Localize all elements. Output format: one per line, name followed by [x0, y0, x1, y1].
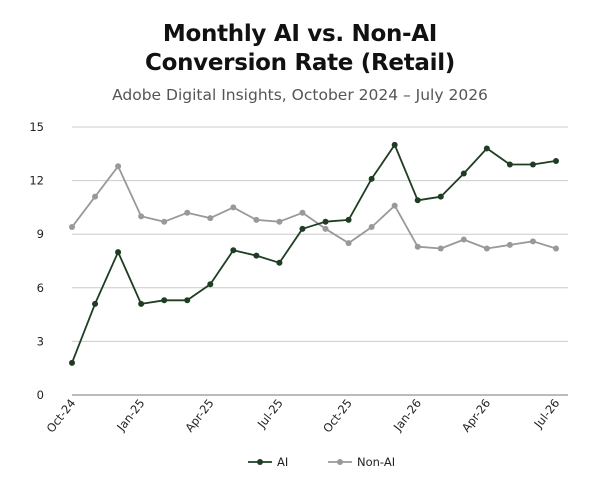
- series-non-ai: [69, 163, 559, 252]
- point-non-ai-Oct-24: [69, 224, 75, 231]
- legend-label-ai: AI: [277, 455, 288, 469]
- legend-swatch-marker-non-ai: [337, 459, 343, 465]
- point-non-ai-Dec-24: [115, 163, 122, 170]
- point-non-ai-Sep-25: [322, 225, 329, 232]
- y-tick-label-15: 15: [29, 120, 44, 134]
- chart-title-line-1: Monthly AI vs. Non-AI: [162, 21, 438, 47]
- chart-title: Monthly AI vs. Non-AI Conversion Rate (R…: [0, 20, 600, 78]
- x-tick-label-Oct-25: Oct-25: [320, 396, 355, 435]
- point-ai-May-26: [506, 161, 513, 168]
- point-non-ai-Aug-25: [299, 209, 306, 216]
- point-non-ai-Jun-26: [529, 238, 536, 245]
- chart-title-line-2: Conversion Rate (Retail): [145, 50, 455, 76]
- x-tick-label-Apr-25: Apr-25: [182, 396, 216, 435]
- point-non-ai-Apr-25: [207, 215, 214, 222]
- point-non-ai-Mar-26: [460, 236, 467, 243]
- chart-subtitle: Adobe Digital Insights, October 2024 – J…: [112, 86, 488, 104]
- x-tick-label-Oct-24: Oct-24: [44, 396, 79, 435]
- point-non-ai-Jul-26: [553, 245, 559, 252]
- x-tick-label-Jul-26: Jul-26: [531, 396, 563, 431]
- point-non-ai-May-25: [230, 204, 237, 211]
- point-non-ai-Jan-26: [414, 243, 421, 250]
- point-ai-Jun-26: [529, 161, 536, 168]
- legend-swatch-marker-ai: [257, 459, 263, 465]
- series-line-ai: [71, 143, 557, 364]
- point-non-ai-Feb-26: [437, 245, 444, 252]
- point-ai-Dec-25: [391, 141, 398, 148]
- point-ai-Mar-26: [460, 170, 467, 177]
- point-ai-Mar-25: [184, 297, 191, 304]
- point-ai-Oct-25: [345, 216, 352, 223]
- point-ai-Apr-26: [483, 145, 490, 152]
- point-non-ai-May-26: [506, 241, 513, 248]
- series-group: [69, 141, 559, 366]
- point-ai-Jul-26: [553, 157, 559, 164]
- y-tick-label-3: 3: [37, 334, 44, 348]
- gridlines: [72, 126, 568, 396]
- y-tick-label-6: 6: [37, 281, 44, 295]
- point-non-ai-Jun-25: [253, 216, 260, 223]
- point-ai-May-25: [230, 247, 237, 254]
- y-axis-ticks: 0 3 6 9 12 15: [29, 120, 44, 402]
- point-ai-Nov-25: [368, 175, 375, 182]
- point-ai-Feb-25: [161, 297, 168, 304]
- x-axis-ticks: Oct-24 Jan-25 Apr-25 Jul-25 Oct-25 Jan-26 Apr-…: [44, 396, 563, 435]
- x-tick-label-Apr-26: Apr-26: [459, 396, 493, 435]
- point-ai-Dec-24: [115, 249, 122, 256]
- point-non-ai-Nov-25: [368, 224, 375, 231]
- point-non-ai-Mar-25: [184, 209, 191, 216]
- legend-item-non-ai: Non-AI: [328, 455, 395, 469]
- legend-label-non-ai: Non-AI: [357, 455, 395, 469]
- point-non-ai-Jul-25: [276, 218, 283, 225]
- y-tick-label-12: 12: [29, 174, 44, 188]
- point-non-ai-Oct-25: [345, 240, 352, 247]
- point-ai-Sep-25: [322, 218, 329, 225]
- point-non-ai-Jan-25: [138, 213, 145, 220]
- x-tick-label-Jul-25: Jul-25: [254, 396, 286, 431]
- series-ai: [69, 141, 559, 366]
- series-line-non-ai: [71, 165, 557, 250]
- point-ai-Nov-24: [92, 300, 99, 307]
- x-tick-label-Jan-26: Jan-26: [390, 396, 424, 434]
- legend: AI Non-AI: [248, 455, 395, 469]
- point-non-ai-Feb-25: [161, 218, 168, 225]
- point-non-ai-Dec-25: [391, 202, 398, 209]
- point-ai-Aug-25: [299, 225, 306, 232]
- x-tick-label-Jan-25: Jan-25: [113, 396, 147, 434]
- point-ai-Jul-25: [276, 259, 283, 266]
- point-non-ai-Apr-26: [483, 245, 490, 252]
- point-non-ai-Nov-24: [92, 193, 99, 200]
- y-tick-label-9: 9: [37, 227, 44, 241]
- point-ai-Oct-24: [69, 359, 75, 366]
- point-ai-Feb-26: [437, 193, 444, 200]
- point-ai-Apr-25: [207, 281, 214, 288]
- point-ai-Jan-25: [138, 300, 145, 307]
- point-ai-Jan-26: [414, 197, 421, 204]
- point-ai-Jun-25: [253, 252, 260, 259]
- legend-item-ai: AI: [248, 455, 288, 469]
- y-tick-label-0: 0: [37, 388, 44, 402]
